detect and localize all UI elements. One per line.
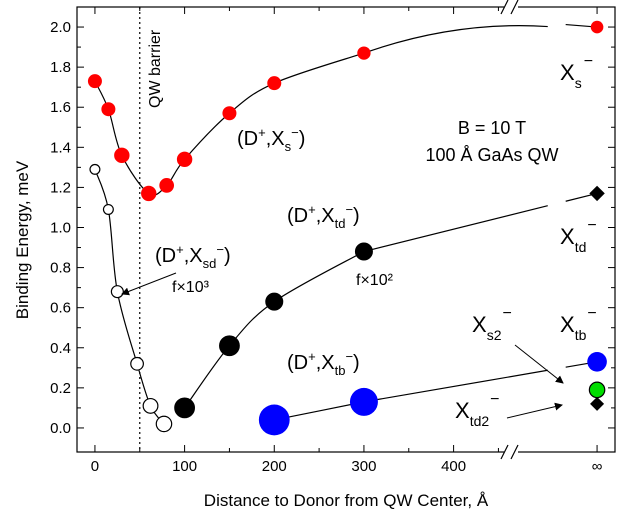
x-axis-break xyxy=(500,0,519,460)
series-markers xyxy=(87,20,607,436)
data-point xyxy=(354,242,373,261)
multiplier-xsd: f×10³ xyxy=(172,279,210,296)
series-line-to-break xyxy=(363,369,548,403)
data-point xyxy=(130,356,144,371)
data-point-diamond xyxy=(590,396,605,411)
axis-ticks: 0 100 200 300 400 ∞ 0.0 0.2 0.4 0.6 0.8 1.0 1.2 1.4 1.… xyxy=(50,7,615,475)
series-label-xsd: (D+,Xsd−) xyxy=(155,242,231,271)
y-tick-label: 1.8 xyxy=(50,59,71,76)
data-point xyxy=(114,147,130,164)
x-tick-label: 400 xyxy=(441,458,466,475)
data-point xyxy=(587,351,607,372)
series-curve-to-break xyxy=(363,25,548,54)
x-tick-label: 300 xyxy=(351,458,376,475)
data-point xyxy=(141,185,157,202)
label-xs-inf: Xs− xyxy=(560,53,593,91)
series-label-xtb: (D+,Xtb−) xyxy=(287,349,360,378)
series-curve xyxy=(94,52,365,196)
arrow-xtd2 xyxy=(506,402,563,419)
data-point xyxy=(101,102,116,117)
y-tick-label: 0.8 xyxy=(50,260,71,277)
data-point xyxy=(265,292,284,311)
label-xs2-inf: Xs2− xyxy=(472,305,512,343)
y-tick-label: 1.2 xyxy=(50,179,71,196)
y-tick-label: 1.6 xyxy=(50,99,71,116)
series-label-xs: (D+,Xs−) xyxy=(237,125,305,154)
y-tick-label: 0.6 xyxy=(50,300,71,317)
data-point xyxy=(110,285,124,299)
data-point xyxy=(267,76,282,91)
data-point xyxy=(349,387,378,416)
x-tick-label: 100 xyxy=(172,458,197,475)
data-point xyxy=(258,404,290,436)
y-tick-label: 0.2 xyxy=(50,380,71,397)
label-xtb-inf: Xtb− xyxy=(560,305,597,343)
data-point xyxy=(159,178,175,193)
qw-barrier-label: QW barrier xyxy=(147,29,164,108)
label-xtd-inf: Xtd− xyxy=(560,217,597,255)
y-axis-title: Binding Energy, meV xyxy=(13,160,32,319)
arrow-xs2 xyxy=(514,344,564,384)
data-point xyxy=(588,381,606,399)
data-point xyxy=(174,397,196,419)
data-point xyxy=(590,20,604,34)
y-tick-label: 0.4 xyxy=(50,340,71,357)
data-point xyxy=(102,203,114,215)
x-tick-label: ∞ xyxy=(592,458,603,475)
data-point xyxy=(89,163,101,175)
y-tick-label: 0.0 xyxy=(50,420,71,437)
series-curve xyxy=(184,251,365,409)
condition-field: B = 10 T xyxy=(458,118,526,138)
y-tick-label: 1.4 xyxy=(50,139,71,156)
series-curves xyxy=(94,23,598,425)
x-axis-title: Distance to Donor from QW Center, Å xyxy=(204,491,489,510)
x-tick-label: 0 xyxy=(91,458,99,475)
data-point xyxy=(176,151,193,168)
data-point xyxy=(87,74,102,89)
label-xtd2-inf: Xtd2− xyxy=(455,391,500,429)
data-point-diamond xyxy=(589,185,605,202)
series-line-to-break xyxy=(363,205,548,253)
data-point xyxy=(357,46,371,60)
y-tick-label: 2.0 xyxy=(50,19,71,36)
multiplier-xtd: f×10² xyxy=(356,272,394,289)
plot-frame xyxy=(76,6,616,453)
data-point xyxy=(219,335,240,357)
arrow-xsd xyxy=(121,272,177,296)
condition-well: 100 Å GaAs QW xyxy=(425,145,558,165)
data-point xyxy=(222,106,237,121)
y-tick-label: 1.0 xyxy=(50,219,71,236)
x-tick-label: 200 xyxy=(262,458,287,475)
data-point xyxy=(155,415,173,433)
data-point xyxy=(142,397,159,414)
series-label-xtd: (D+,Xtd−) xyxy=(287,202,360,231)
